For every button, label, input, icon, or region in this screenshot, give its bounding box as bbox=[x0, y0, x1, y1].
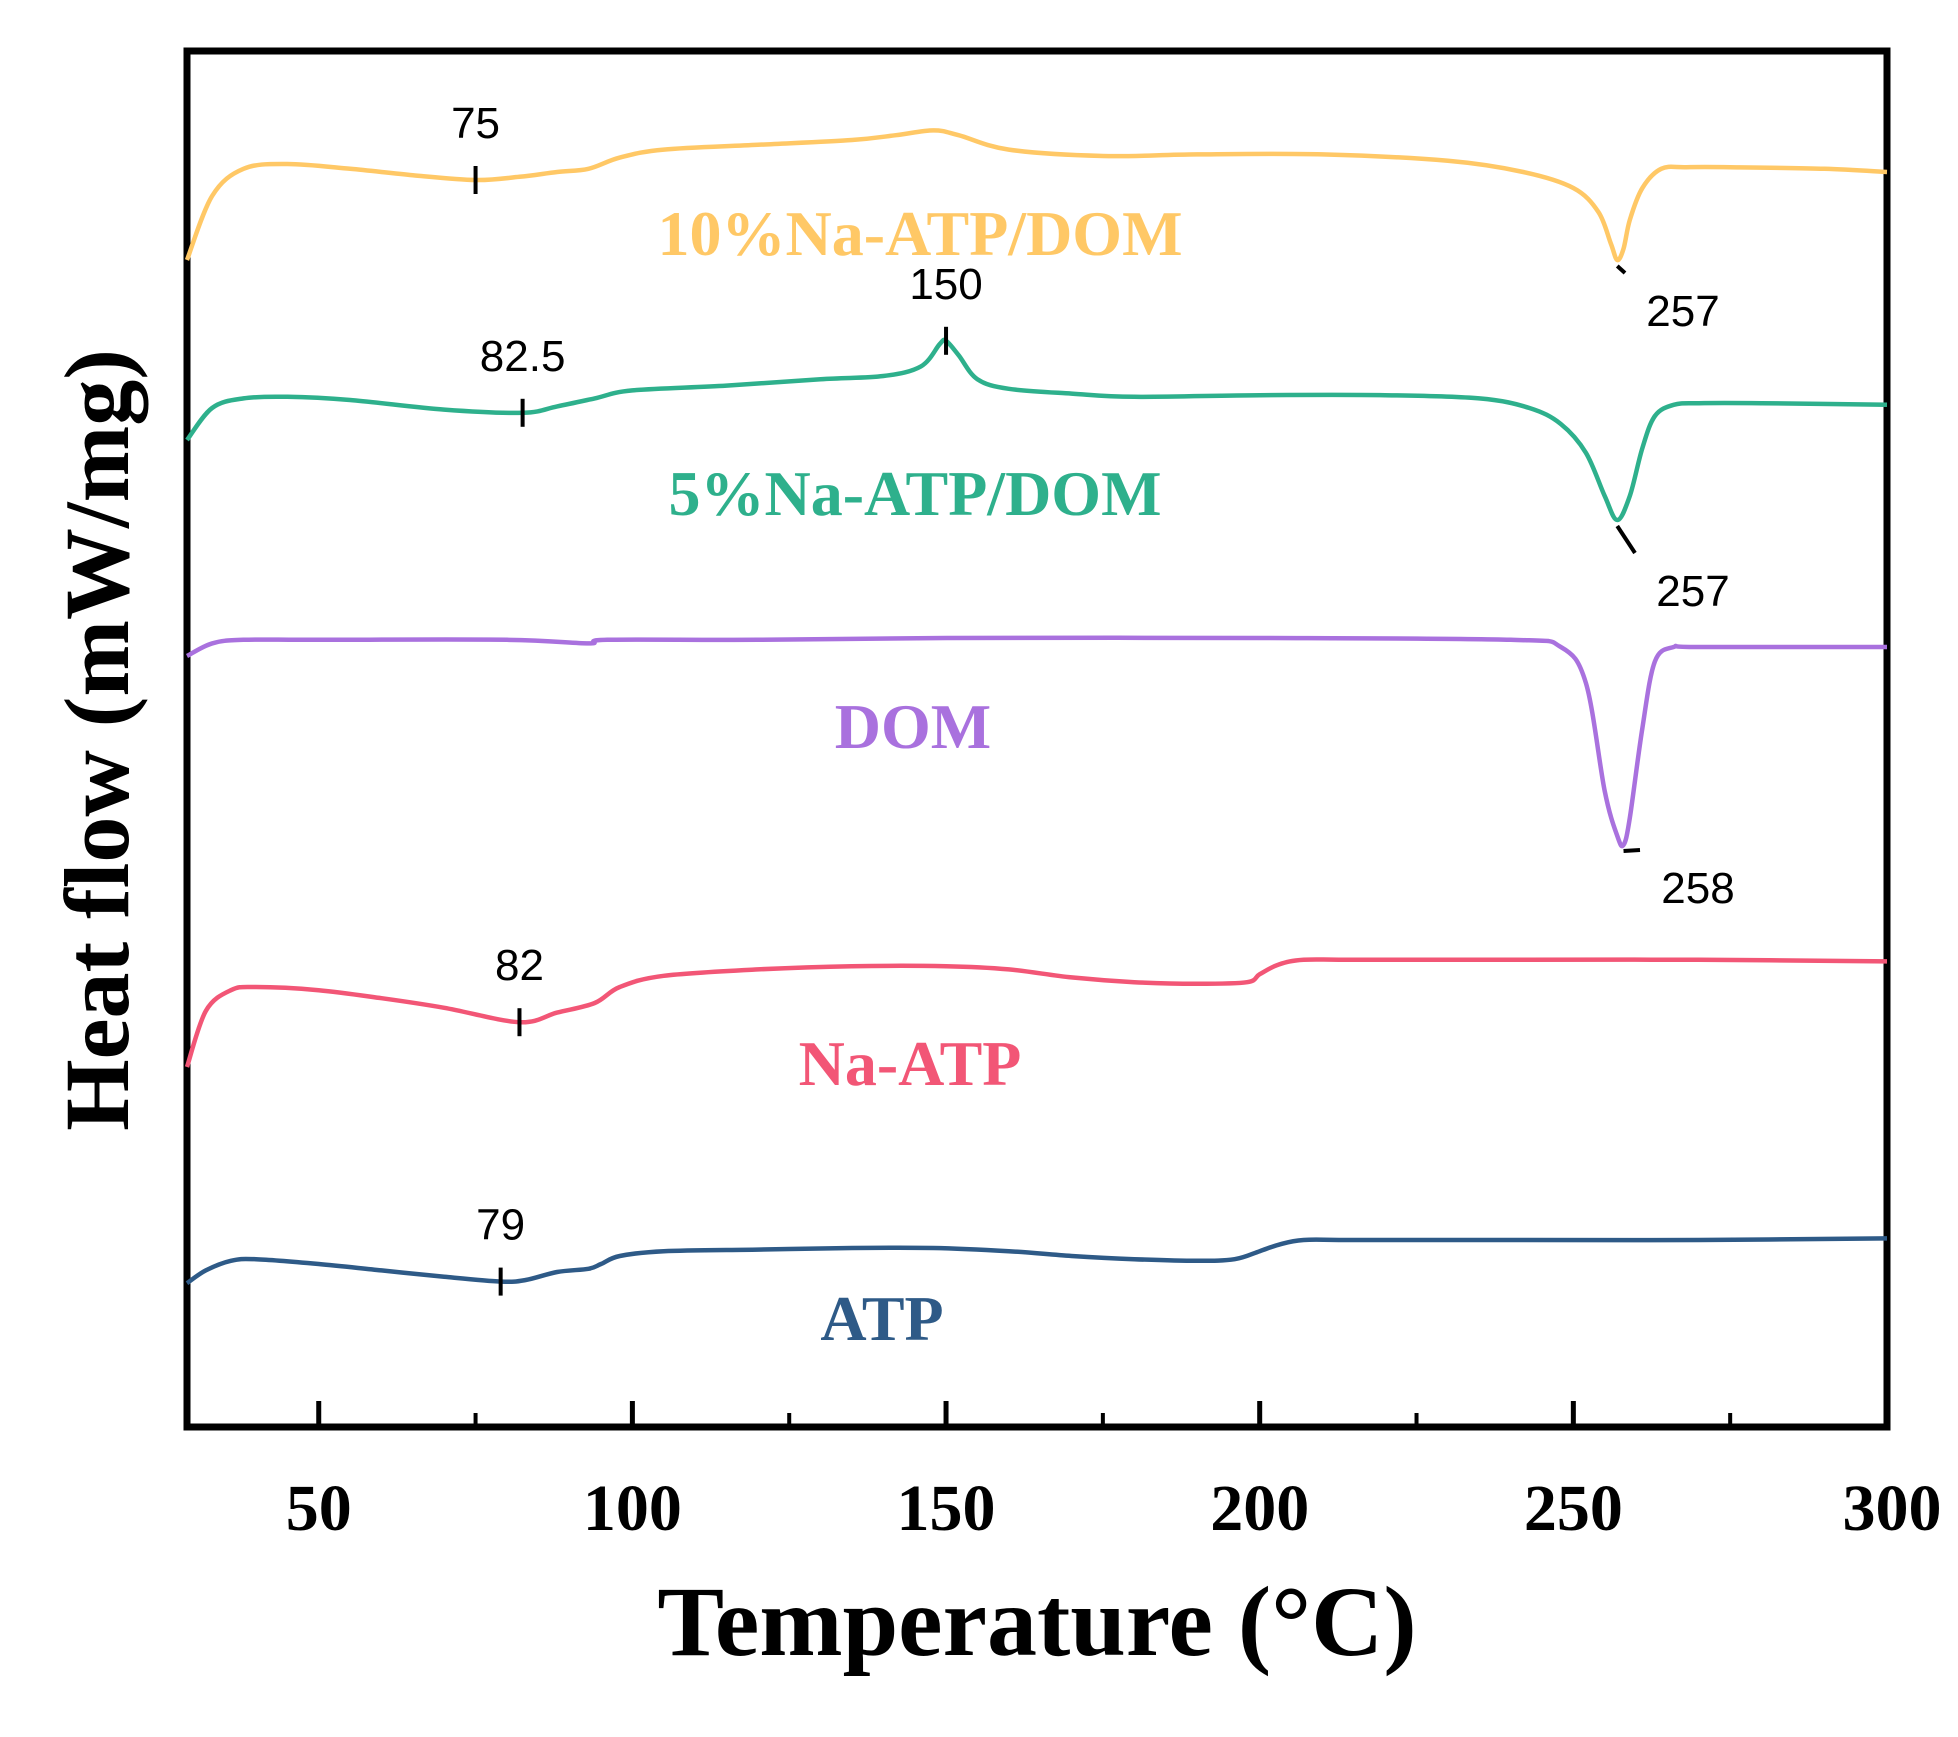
x-axis-ticks: 50 100 150 200 250 300 bbox=[286, 1401, 1942, 1545]
peak-label: 257 bbox=[1646, 287, 1719, 336]
x-axis-title: Temperature (°C) bbox=[657, 1566, 1416, 1677]
x-tick-label: 50 bbox=[286, 1472, 352, 1545]
x-tick-label: 250 bbox=[1524, 1472, 1623, 1545]
peak-label: 79 bbox=[476, 1201, 525, 1250]
peak-label: 82 bbox=[495, 941, 544, 990]
series-line bbox=[184, 957, 1888, 1068]
series-label: DOM bbox=[835, 691, 991, 762]
series-label: 5%Na-ATP/DOM bbox=[669, 458, 1162, 529]
y-axis-title: Heat flow (mW/mg) bbox=[46, 349, 148, 1131]
peak-leader bbox=[1623, 848, 1641, 853]
peak-label: 75 bbox=[451, 99, 500, 148]
plot-frame bbox=[183, 47, 1891, 1431]
x-tick-label: 100 bbox=[583, 1472, 682, 1545]
series-label: 10%Na-ATP/DOM bbox=[658, 198, 1183, 269]
peak-leader bbox=[1615, 264, 1627, 275]
series-label: Na-ATP bbox=[799, 1028, 1022, 1099]
x-tick-label: 300 bbox=[1843, 1472, 1942, 1545]
series-line bbox=[185, 1236, 1888, 1286]
peak-label: 82.5 bbox=[480, 332, 566, 381]
series-line bbox=[185, 635, 1887, 849]
x-tick-label: 200 bbox=[1210, 1472, 1309, 1545]
peak-leader bbox=[1615, 524, 1637, 555]
peak-label: 257 bbox=[1656, 567, 1729, 616]
series-layer: 10%Na-ATP/DOM 75 257 5%Na-ATP/DOM 82.5 150 257… bbox=[184, 99, 1888, 1354]
peak-label: 150 bbox=[909, 260, 982, 309]
peak-label: 258 bbox=[1661, 864, 1734, 913]
series-label: ATP bbox=[820, 1283, 943, 1354]
x-tick-label: 150 bbox=[897, 1472, 996, 1545]
